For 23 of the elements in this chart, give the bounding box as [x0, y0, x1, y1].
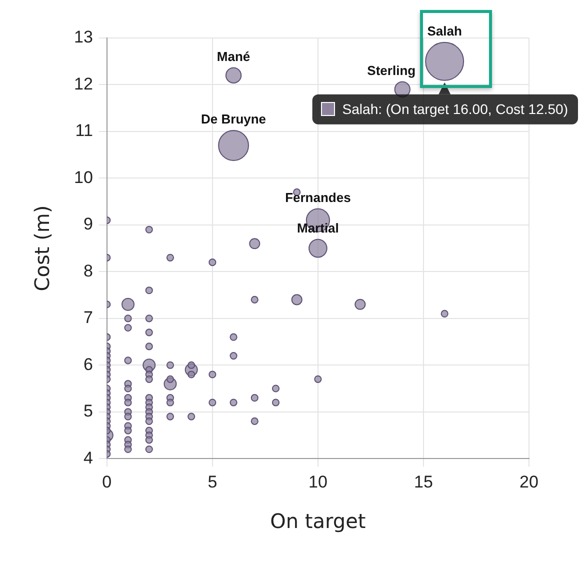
y-tick-label: 10 [74, 168, 93, 187]
data-label: De Bruyne [201, 112, 266, 127]
data-label: Sterling [367, 62, 416, 78]
y-tick-label: 11 [75, 121, 93, 140]
y-axis-title: Cost (m) [30, 205, 54, 292]
x-tick-label: 10 [308, 472, 328, 492]
y-tick-label: 8 [83, 261, 93, 280]
x-tick-label: 0 [102, 472, 112, 492]
x-tick-label: 5 [208, 472, 218, 492]
y-tick-label: 12 [74, 74, 93, 94]
data-label: Mané [216, 48, 250, 64]
data-label: Salah [427, 23, 462, 38]
annotation: Salah: (On target 16.00, Cost 12.50) [342, 101, 568, 118]
y-tick-label: 4 [83, 448, 93, 468]
x-axis-title: On target [270, 509, 366, 534]
x-tick-label: 15 [414, 472, 433, 492]
y-tick-label: 5 [83, 402, 93, 421]
y-tick-label: 13 [74, 28, 93, 47]
y-tick-label: 9 [83, 214, 93, 234]
data-label: Fernandes [285, 190, 351, 205]
y-tick-label: 6 [83, 354, 93, 374]
x-tick-label: 20 [520, 472, 538, 492]
y-tick-label: 7 [83, 308, 93, 328]
